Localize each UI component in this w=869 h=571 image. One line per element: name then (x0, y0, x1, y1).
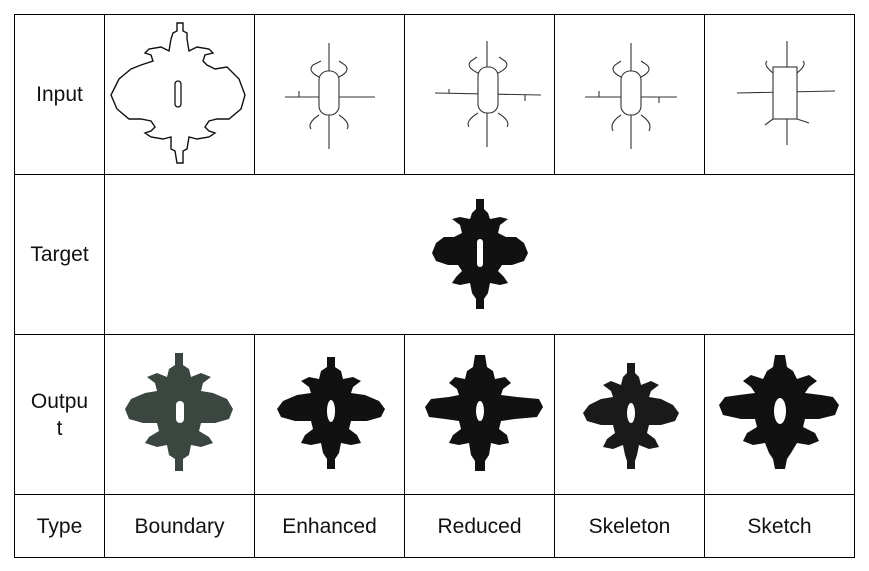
output-reduced-image (405, 335, 554, 494)
input-reduced-image (405, 15, 554, 174)
row-label-input: Input (36, 83, 83, 106)
table-border-right (854, 14, 855, 558)
table-border-col3 (404, 14, 405, 175)
type-label-reduced: Reduced (437, 514, 522, 538)
row-label-output-line2: t (56, 416, 63, 440)
type-label-boundary: Boundary (134, 514, 225, 538)
table-border-col1 (104, 14, 105, 558)
row-label-output-line1: Outpu (30, 389, 89, 413)
output-enhanced-image (255, 335, 404, 494)
target-shape-image (105, 175, 854, 334)
type-label-sketch: Sketch (747, 514, 812, 538)
table-border-row3 (14, 494, 855, 495)
table-border-col2 (254, 14, 255, 175)
table-border-col5b (704, 334, 705, 558)
row-label-type: Type (36, 514, 83, 538)
input-enhanced-image (255, 15, 404, 174)
table-border-col4b (554, 334, 555, 558)
table-border-col3b (404, 334, 405, 558)
input-sketch-image (705, 15, 854, 174)
output-sketch-image (705, 335, 854, 494)
table-border-col4 (554, 14, 555, 175)
type-label-skeleton: Skeleton (588, 514, 671, 538)
table-border-bottom (14, 557, 855, 558)
type-label-enhanced: Enhanced (282, 514, 377, 538)
table-border-row1 (14, 174, 855, 175)
table-border-top (14, 14, 855, 15)
table-border-row2 (14, 334, 855, 335)
output-skeleton-image (555, 335, 704, 494)
output-boundary-image (105, 335, 254, 494)
input-skeleton-image (555, 15, 704, 174)
table-border-left (14, 14, 15, 558)
row-label-output: Outpu t (15, 335, 104, 494)
input-boundary-image (105, 15, 254, 174)
table-border-col5 (704, 14, 705, 175)
row-label-target: Target (30, 243, 89, 266)
table-border-col2b (254, 334, 255, 558)
